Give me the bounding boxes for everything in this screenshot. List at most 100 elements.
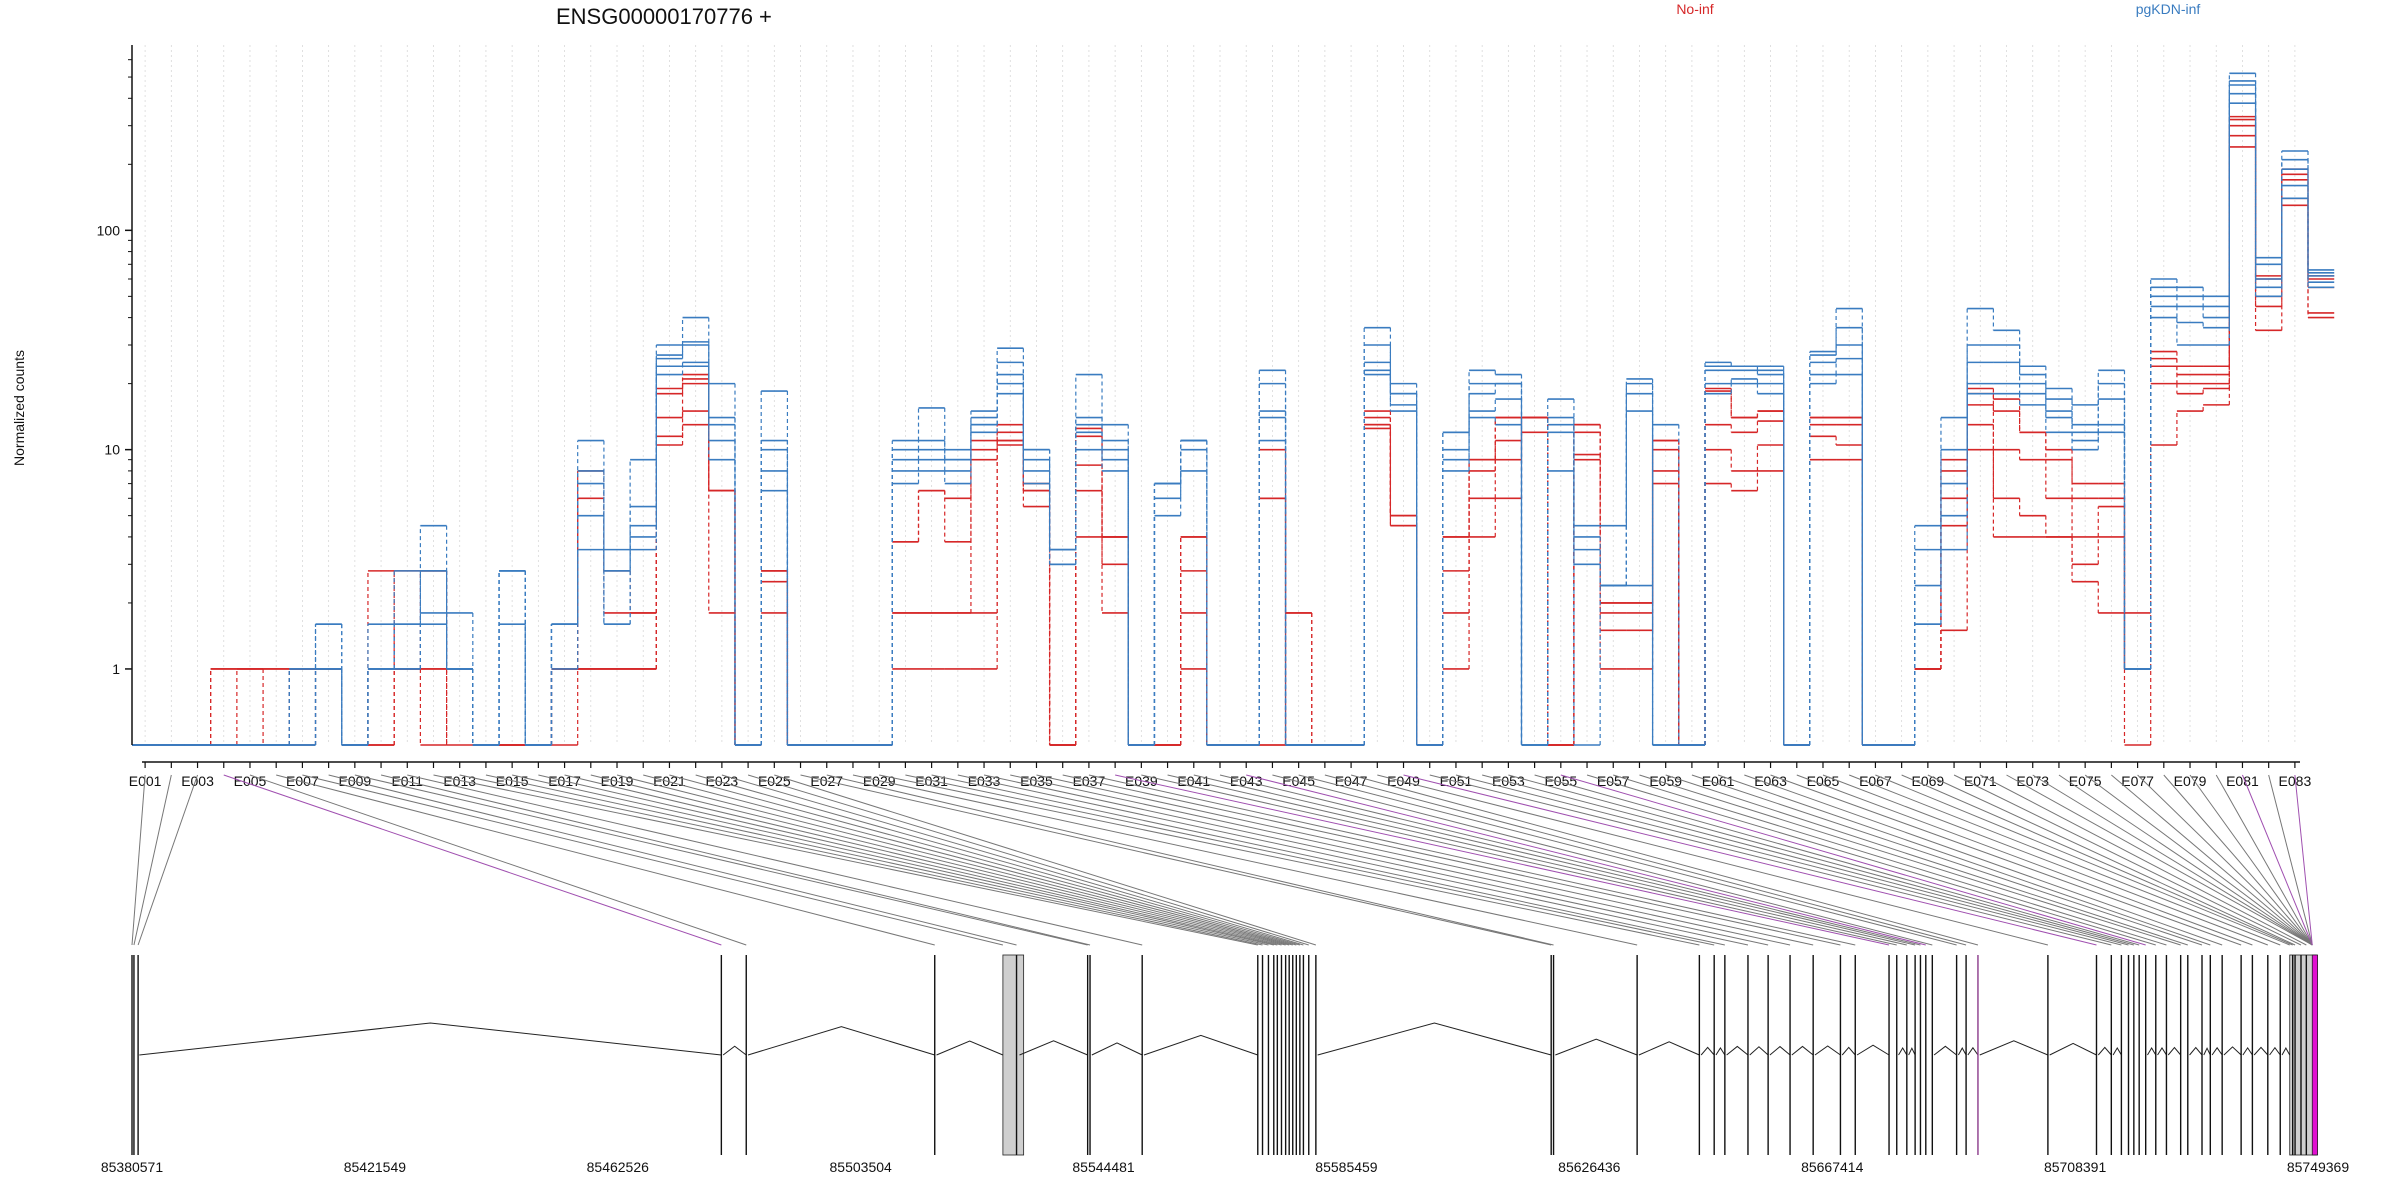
- connector-line: [380, 774, 1091, 946]
- connector-line: [249, 774, 747, 946]
- connector-line: [983, 774, 1769, 946]
- connector-line: [1193, 774, 1916, 946]
- connector-line: [538, 774, 1278, 946]
- connector-line: [433, 774, 1258, 946]
- gene-intron: [2097, 1046, 2112, 1056]
- gene-intron: [2211, 1046, 2223, 1056]
- gene-intron: [936, 1040, 1004, 1056]
- connector-line: [328, 774, 1017, 946]
- x-tick-label: E005: [234, 773, 267, 789]
- x-tick-label: E083: [2279, 773, 2312, 789]
- gene-intron: [2223, 1046, 2242, 1056]
- gene-intron: [747, 1026, 935, 1056]
- gene-intron: [1317, 1022, 1552, 1056]
- gene-intron: [1957, 1047, 1967, 1056]
- gene-intron: [1638, 1041, 1700, 1056]
- gene-intron: [1856, 1044, 1890, 1056]
- connector-line: [1744, 774, 2223, 946]
- connector-line: [1639, 774, 2181, 946]
- genomic-tick-label: 85380571: [101, 1159, 164, 1175]
- series-no-inf-2: [132, 124, 2335, 746]
- connector-line: [459, 774, 1263, 946]
- x-tick-label: E067: [1859, 773, 1892, 789]
- vertical-gridlines: [144, 45, 2296, 745]
- legend-entry-no-inf: No-inf: [1676, 1, 1713, 17]
- gene-intron: [2242, 1046, 2253, 1056]
- genomic-tick-label: 85462526: [587, 1159, 650, 1175]
- gene-intron: [722, 1045, 747, 1056]
- connector-line: [931, 774, 1725, 946]
- gene-intron: [1726, 1045, 1749, 1056]
- connector-line: [1508, 774, 2134, 946]
- gene-intron: [1814, 1045, 1841, 1056]
- x-tick-label: E077: [2121, 773, 2154, 789]
- connector-line: [1534, 774, 2140, 946]
- connector-line: [2241, 774, 2313, 946]
- connector-line: [1377, 774, 2049, 946]
- gene-intron: [1143, 1034, 1258, 1056]
- gene-intron: [1967, 1046, 1979, 1056]
- connector-line: [2268, 774, 2313, 946]
- connector-line: [1822, 774, 2268, 946]
- series-no-inf-3: [132, 118, 2335, 746]
- x-tick-label: E003: [181, 773, 214, 789]
- connector-line: [774, 774, 1317, 946]
- connector-line: [879, 774, 1700, 946]
- connector-line: [1167, 774, 1907, 946]
- legend-entry-pgkdn-inf: pgKDN-inf: [2136, 1, 2201, 17]
- gene-intron: [1769, 1045, 1791, 1056]
- connector-line: [695, 774, 1300, 946]
- connector-line: [2111, 774, 2313, 946]
- genomic-tick-label: 85667414: [1801, 1159, 1864, 1175]
- connector-line: [2084, 774, 2313, 946]
- series-layer: [132, 72, 2335, 746]
- connector-line: [1219, 774, 1921, 946]
- x-tick-label: E063: [1754, 773, 1787, 789]
- connector-line: [1953, 774, 2302, 946]
- series-no-inf-1: [132, 134, 2335, 746]
- connector-line: [1246, 774, 1926, 946]
- connector-line: [276, 774, 935, 946]
- gene-intron: [1898, 1047, 1908, 1056]
- connector-line: [669, 774, 1297, 946]
- connector-line: [1691, 774, 2203, 946]
- connector-line: [1115, 774, 1890, 946]
- series-no-inf-0: [132, 146, 2335, 746]
- y-axis: 1 10 100: [97, 45, 133, 745]
- connector-line: [1849, 774, 2281, 946]
- connector-line: [800, 774, 1552, 946]
- gene-intron: [1555, 1038, 1638, 1056]
- genomic-tick-label: 85708391: [2044, 1159, 2107, 1175]
- gene-intron: [1749, 1046, 1769, 1056]
- connector-line: [1770, 774, 2242, 946]
- series-pgkdn-inf-8: [132, 80, 2335, 746]
- gene-intron: [2281, 1047, 2291, 1056]
- connector-line: [1036, 774, 1814, 946]
- connector-line: [1088, 774, 1856, 946]
- connector-line: [1717, 774, 2211, 946]
- connector-line: [1403, 774, 2097, 946]
- y-tick-label: 10: [104, 442, 120, 458]
- series-pgkdn-inf-9: [132, 72, 2335, 746]
- connector-line: [1455, 774, 2122, 946]
- gene-intron: [1700, 1046, 1715, 1056]
- series-pgkdn-inf-5: [132, 102, 2335, 746]
- gene-intron: [1979, 1040, 2049, 1056]
- connector-line: [2215, 774, 2313, 946]
- connector-line: [137, 774, 199, 946]
- connector-line: [223, 774, 722, 946]
- gene-intron: [1908, 1047, 1916, 1056]
- connector-line: [643, 774, 1293, 946]
- gene-intron: [2203, 1047, 2211, 1056]
- genomic-coordinate-axis: 85380571 85421549 85462526 85503504 85544481…: [101, 1159, 2350, 1175]
- x-tick-label: E075: [2069, 773, 2102, 789]
- gene-intron: [1091, 1042, 1143, 1056]
- series-pgkdn-inf-7: [132, 84, 2335, 746]
- x-tick-label: E081: [2226, 773, 2259, 789]
- connector-line: [1586, 774, 2156, 946]
- gene-exon: [2311, 954, 2318, 1156]
- series-no-inf-4: [132, 115, 2335, 746]
- connector-line: [1062, 774, 1841, 946]
- gene-intron: [1791, 1045, 1814, 1056]
